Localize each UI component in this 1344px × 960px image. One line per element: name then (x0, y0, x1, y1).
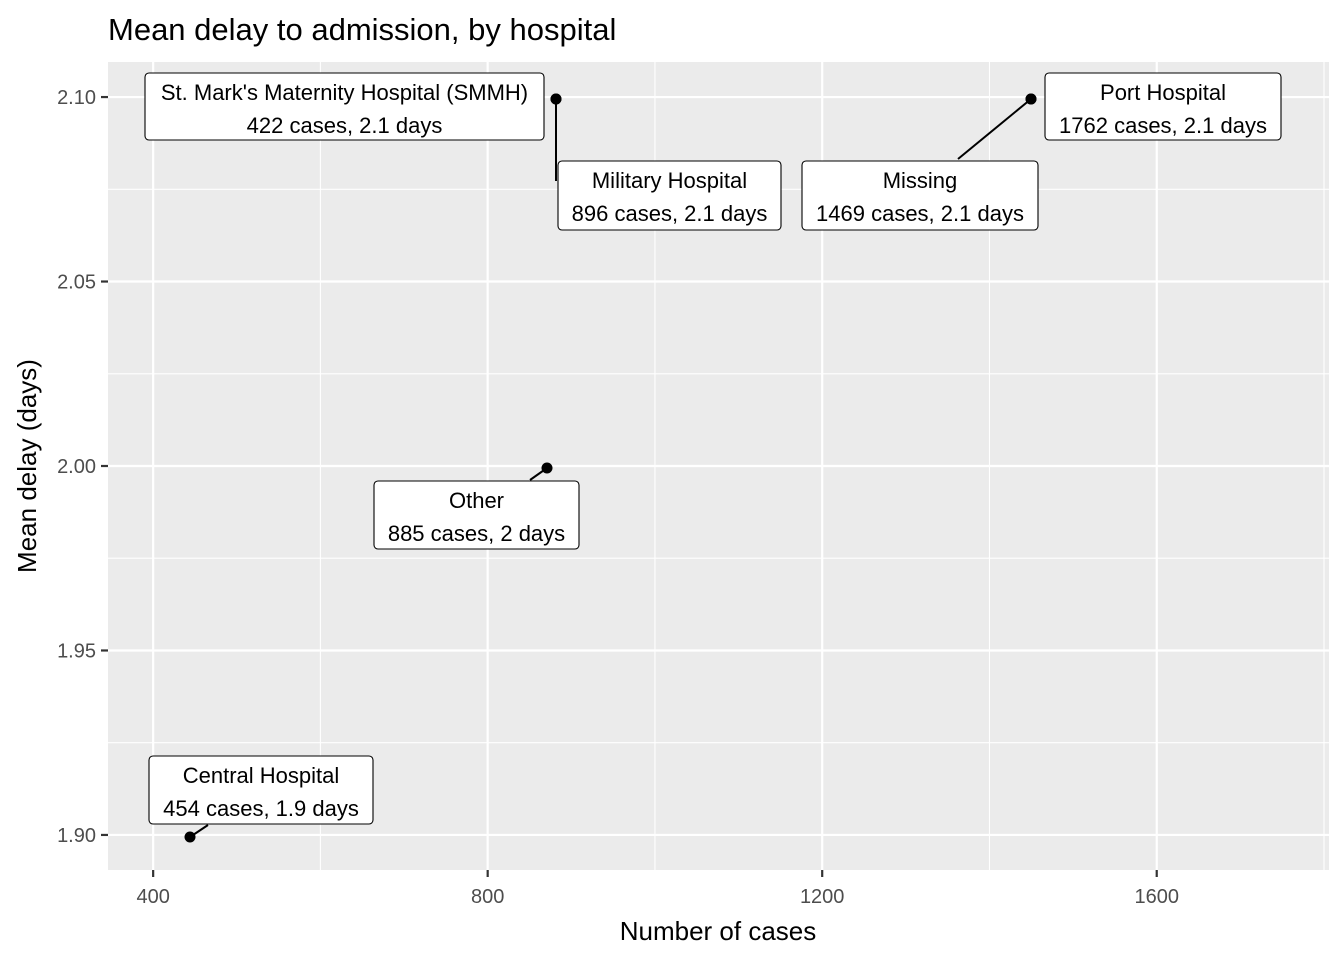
point-label-box (148, 755, 374, 825)
point-label-stats: 454 cases, 1.9 days (163, 796, 359, 821)
data-points (184, 93, 1037, 843)
point-label: Port Hospital 1762 cases, 2.1 days (1044, 72, 1282, 141)
y-axis-title: Mean delay (days) (12, 359, 42, 573)
data-point (550, 93, 562, 105)
point-label-name: St. Mark's Maternity Hospital (SMMH) (161, 80, 528, 105)
point-label: Missing 1469 cases, 2.1 days (801, 160, 1039, 231)
x-tick-label: 1600 (1134, 886, 1179, 908)
y-tick-label: 2.05 (57, 272, 96, 294)
x-axis: 400 800 1200 1600 (136, 870, 1179, 908)
x-tick-label: 400 (136, 886, 169, 908)
point-label: Central Hospital 454 cases, 1.9 days (148, 755, 374, 825)
point-label: Military Hospital 896 cases, 2.1 days (557, 160, 782, 231)
chart-title: Mean delay to admission, by hospital (108, 12, 616, 47)
point-label-stats: 1762 cases, 2.1 days (1059, 113, 1267, 138)
point-label-name: Central Hospital (183, 763, 340, 788)
data-point (184, 831, 196, 843)
point-label-stats: 422 cases, 2.1 days (247, 113, 443, 138)
x-tick-label: 1200 (800, 886, 845, 908)
point-label-box (557, 160, 782, 231)
data-labels: St. Mark's Maternity Hospital (SMMH) 422 … (144, 72, 1282, 825)
data-point (1025, 93, 1037, 105)
y-tick-label: 1.95 (57, 640, 96, 662)
point-label-name: Other (449, 488, 504, 513)
point-label: Other 885 cases, 2 days (373, 480, 580, 550)
y-tick-label: 2.10 (57, 87, 96, 109)
point-label: St. Mark's Maternity Hospital (SMMH) 422 … (144, 72, 545, 141)
point-label-box (1044, 72, 1282, 141)
point-label-name: Port Hospital (1100, 80, 1226, 105)
point-label-box (801, 160, 1039, 231)
y-tick-label: 2.00 (57, 456, 96, 478)
y-axis: 1.90 1.95 2.00 2.05 2.10 (57, 87, 108, 847)
data-point (541, 462, 553, 474)
y-tick-label: 1.90 (57, 825, 96, 847)
leader-line (957, 98, 1032, 160)
point-label-stats: 896 cases, 2.1 days (572, 201, 768, 226)
point-label-box (373, 480, 580, 550)
point-label-name: Military Hospital (592, 168, 747, 193)
point-label-stats: 1469 cases, 2.1 days (816, 201, 1024, 226)
point-label-name: Missing (883, 168, 958, 193)
x-tick-label: 800 (471, 886, 504, 908)
point-label-box (144, 72, 545, 141)
point-label-stats: 885 cases, 2 days (388, 521, 565, 546)
x-axis-title: Number of cases (620, 916, 817, 946)
